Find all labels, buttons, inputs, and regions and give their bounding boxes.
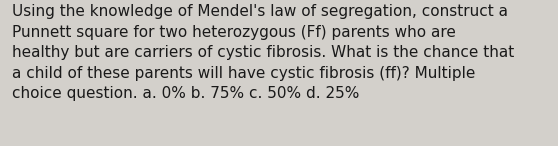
Text: Using the knowledge of Mendel's law of segregation, construct a
Punnett square f: Using the knowledge of Mendel's law of s…: [12, 4, 514, 101]
